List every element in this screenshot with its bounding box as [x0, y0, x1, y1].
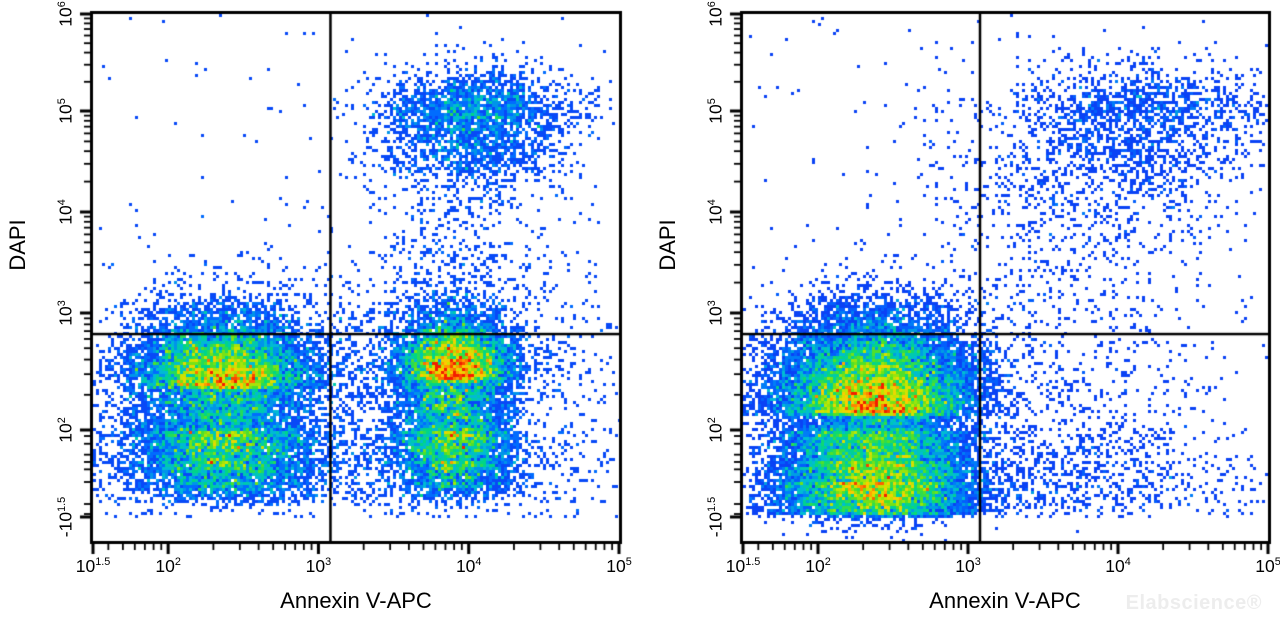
x-tick-label: 104 [1105, 555, 1131, 576]
y-tick-label: 104 [55, 199, 76, 225]
y-tick-label: 105 [55, 98, 76, 124]
watermark: Elabscience® [1125, 592, 1262, 614]
y-tick-label: -101.5 [55, 496, 76, 538]
y-tick-label: 104 [705, 199, 726, 225]
x-axis-title-right: Annexin V-APC [929, 588, 1081, 613]
y-tick-label: -101.5 [705, 496, 726, 538]
y-tick-label: 106 [55, 1, 76, 27]
y-tick-label: 106 [705, 1, 726, 27]
y-tick-label: 103 [55, 300, 76, 326]
x-tick-label: 105 [606, 555, 632, 576]
x-tick-label: 104 [455, 555, 482, 576]
x-tick-label: 105 [1255, 555, 1280, 576]
y-tick-label: 103 [705, 300, 726, 326]
x-axis-title-left: Annexin V-APC [280, 588, 432, 613]
y-tick-label: 102 [705, 417, 726, 443]
y-tick-label: 102 [55, 417, 76, 443]
y-axis-title-right: DAPI [655, 219, 680, 271]
x-tick-label: 101.5 [725, 555, 761, 576]
y-axis-title-left: DAPI [5, 219, 30, 271]
x-tick-label: 102 [155, 555, 181, 576]
x-tick-label: 103 [305, 555, 332, 576]
x-tick-label: 101.5 [75, 555, 111, 576]
x-tick-label: 103 [955, 555, 981, 576]
x-tick-label: 102 [805, 555, 831, 576]
y-tick-label: 105 [705, 98, 726, 124]
